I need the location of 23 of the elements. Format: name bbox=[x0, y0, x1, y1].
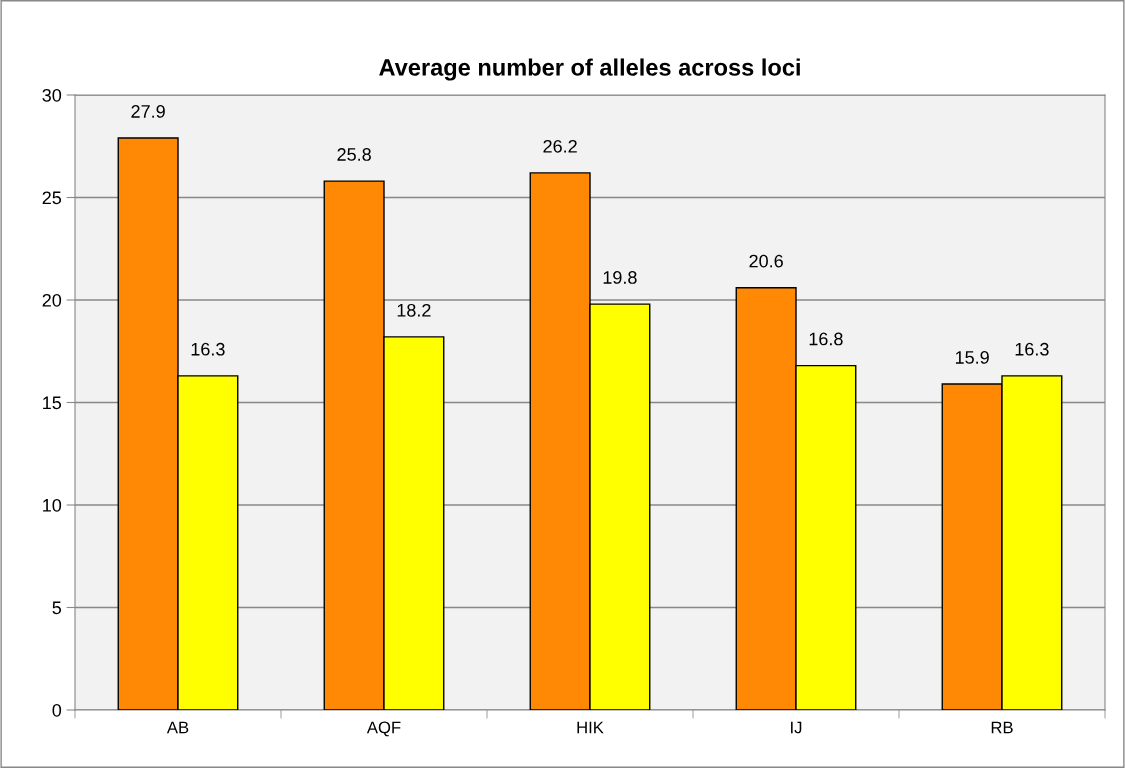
x-tick-label: IJ bbox=[791, 721, 802, 734]
y-tick-label: 10 bbox=[43, 498, 62, 512]
x-tick-label: HIK bbox=[577, 721, 604, 734]
data-label: 26.2 bbox=[543, 139, 577, 153]
x-tick-label: RB bbox=[991, 721, 1013, 734]
data-label: 19.8 bbox=[603, 271, 637, 284]
data-label: 18.2 bbox=[397, 303, 431, 317]
data-label: 16.3 bbox=[191, 342, 225, 356]
data-label: 20.6 bbox=[749, 254, 783, 268]
y-tick-label: 25 bbox=[42, 191, 62, 205]
x-tick-label: AB bbox=[166, 721, 189, 734]
x-tick-label: AQF bbox=[366, 721, 401, 737]
y-tick-label: 15 bbox=[43, 396, 62, 410]
data-label: 16.3 bbox=[1015, 342, 1049, 356]
y-tick-label: 30 bbox=[42, 88, 62, 102]
y-tick-label: 5 bbox=[52, 601, 62, 615]
y-tick-label: 20 bbox=[42, 293, 62, 307]
y-tick-label: 0 bbox=[52, 703, 62, 717]
chart-title: Average number of alleles across loci bbox=[379, 58, 800, 81]
data-label: 25.8 bbox=[337, 148, 371, 161]
data-label: 15.9 bbox=[955, 351, 989, 364]
data-label: 16.8 bbox=[809, 332, 843, 346]
data-label: 27.9 bbox=[131, 105, 165, 118]
